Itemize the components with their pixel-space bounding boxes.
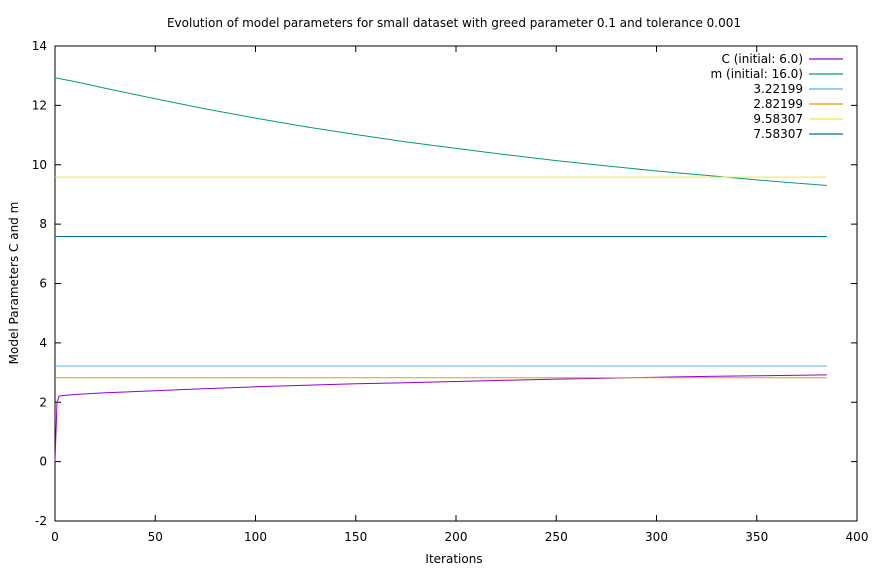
axis-ticks: 0 50 100 150 200 250 300 350 400 -2 0 2 4 6 8 10 12 14 bbox=[32, 39, 869, 544]
x-tick-label: 300 bbox=[645, 530, 668, 544]
legend-label: 7.58307 bbox=[753, 127, 803, 141]
x-tick-label: 100 bbox=[244, 530, 267, 544]
legend-label: 3.22199 bbox=[753, 82, 803, 96]
legend-label: m (initial: 16.0) bbox=[711, 67, 803, 81]
x-axis-label: Iterations bbox=[425, 552, 482, 566]
legend-label: C (initial: 6.0) bbox=[722, 52, 804, 66]
y-tick-label: 2 bbox=[39, 395, 47, 409]
series-line-0 bbox=[54, 374, 827, 462]
y-tick-label: -2 bbox=[35, 514, 47, 528]
y-tick-label: 4 bbox=[39, 336, 47, 350]
x-tick-label: 50 bbox=[148, 530, 163, 544]
plot-frame bbox=[54, 45, 858, 522]
series-lines bbox=[54, 77, 827, 462]
x-tick-label: 150 bbox=[344, 530, 367, 544]
legend-label: 2.82199 bbox=[753, 97, 803, 111]
y-tick-label: 10 bbox=[32, 158, 47, 172]
x-tick-label: 250 bbox=[545, 530, 568, 544]
y-tick-label: 14 bbox=[32, 39, 47, 53]
x-tick-label: 350 bbox=[745, 530, 768, 544]
y-tick-label: 12 bbox=[32, 98, 47, 112]
x-tick-label: 200 bbox=[445, 530, 468, 544]
x-tick-label: 400 bbox=[846, 530, 869, 544]
y-tick-label: 8 bbox=[39, 217, 47, 231]
y-tick-label: 6 bbox=[39, 277, 47, 291]
legend-label: 9.58307 bbox=[753, 112, 803, 126]
series-line-1 bbox=[54, 77, 827, 186]
y-axis-label: Model Parameters C and m bbox=[7, 202, 21, 365]
legend: C (initial: 6.0)m (initial: 16.0)3.22199… bbox=[711, 52, 843, 141]
x-tick-label: 0 bbox=[51, 530, 59, 544]
chart-title: Evolution of model parameters for small … bbox=[167, 16, 741, 30]
y-tick-label: 0 bbox=[39, 455, 47, 469]
